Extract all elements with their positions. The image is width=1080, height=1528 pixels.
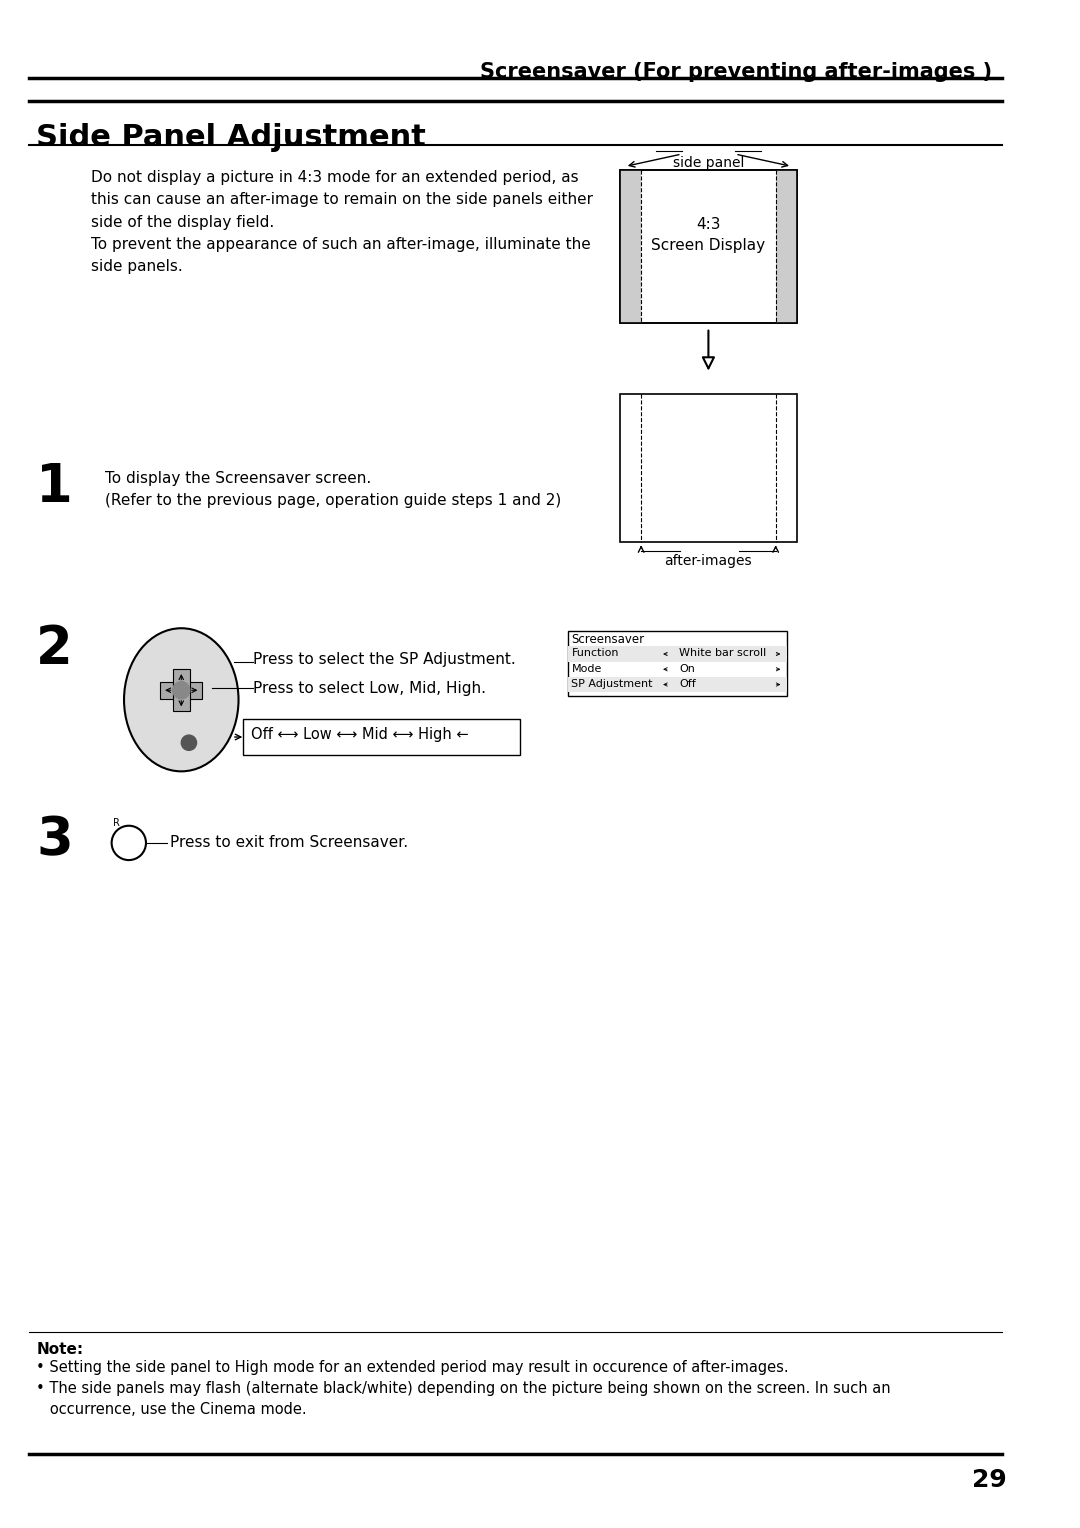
- Text: Press to exit from Screensaver.: Press to exit from Screensaver.: [170, 836, 408, 850]
- Text: Off ⟷ Low ⟷ Mid ⟷ High ←: Off ⟷ Low ⟷ Mid ⟷ High ←: [251, 726, 469, 741]
- Text: Mode: Mode: [571, 663, 602, 674]
- Text: White bar scroll: White bar scroll: [679, 648, 767, 659]
- Circle shape: [111, 825, 146, 860]
- Text: after-images: after-images: [664, 553, 753, 568]
- Text: On: On: [679, 663, 696, 674]
- Bar: [620, 170, 797, 322]
- Text: Function: Function: [571, 648, 619, 659]
- Bar: [243, 718, 519, 755]
- Text: 3: 3: [37, 814, 73, 866]
- Text: 2: 2: [37, 623, 73, 675]
- Text: • The side panels may flash (alternate black/white) depending on the picture bei: • The side panels may flash (alternate b…: [37, 1381, 891, 1416]
- Text: Do not display a picture in 4:3 mode for an extended period, as
this can cause a: Do not display a picture in 4:3 mode for…: [91, 170, 593, 274]
- Bar: [775, 170, 797, 322]
- Text: Screensaver (For preventing after-images ): Screensaver (For preventing after-images…: [481, 63, 993, 83]
- Text: Press to select the SP Adjustment.: Press to select the SP Adjustment.: [253, 652, 515, 668]
- Text: side panel: side panel: [673, 156, 744, 170]
- Bar: [568, 646, 787, 662]
- Text: Screensaver: Screensaver: [571, 633, 645, 646]
- Text: • Setting the side panel to High mode for an extended period may result in occur: • Setting the side panel to High mode fo…: [37, 1360, 788, 1375]
- Text: Press to select Low, Mid, High.: Press to select Low, Mid, High.: [253, 680, 486, 695]
- Bar: [568, 631, 787, 695]
- Bar: [620, 394, 797, 542]
- Bar: [620, 170, 642, 322]
- Text: 29: 29: [972, 1468, 1007, 1491]
- Text: SP Adjustment: SP Adjustment: [571, 678, 653, 689]
- Text: Off: Off: [679, 678, 697, 689]
- Text: Note:: Note:: [37, 1342, 83, 1357]
- Text: 1: 1: [37, 461, 73, 513]
- Text: 4:3
Screen Display: 4:3 Screen Display: [651, 217, 766, 254]
- Bar: [568, 677, 787, 692]
- Bar: [620, 170, 797, 322]
- Bar: [568, 631, 787, 646]
- Text: Side Panel Adjustment: Side Panel Adjustment: [37, 122, 427, 151]
- Circle shape: [181, 735, 197, 750]
- Bar: [160, 681, 202, 698]
- Text: R: R: [112, 817, 120, 828]
- Bar: [173, 669, 190, 711]
- Text: To display the Screensaver screen.
(Refer to the previous page, operation guide : To display the Screensaver screen. (Refe…: [105, 471, 562, 507]
- Ellipse shape: [124, 628, 239, 772]
- Circle shape: [173, 681, 190, 698]
